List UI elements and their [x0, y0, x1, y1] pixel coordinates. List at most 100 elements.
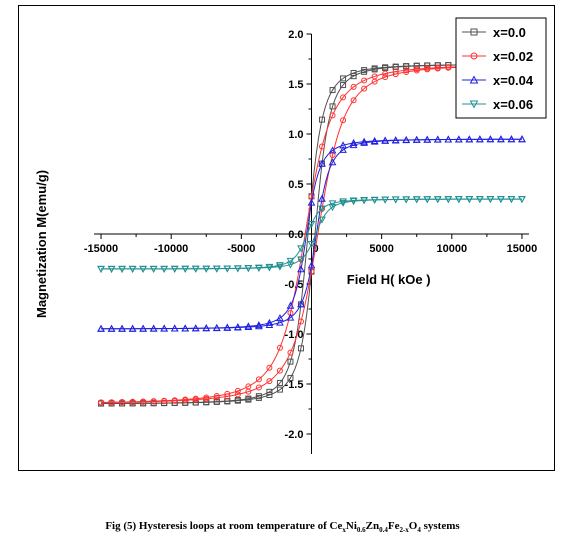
x-tick-label: 10000 [437, 243, 468, 255]
data-point [149, 324, 158, 332]
data-point [381, 136, 390, 144]
data-point [434, 64, 441, 71]
data-point [308, 268, 315, 275]
series-line-up [101, 65, 522, 404]
data-point [182, 396, 189, 403]
data-point [234, 387, 241, 394]
data-point [370, 196, 379, 204]
data-point [307, 198, 316, 206]
axes: 2.0 1.5 1.0 0.5 0.0 -0.5 -1.0 -1.5 -2.0 -15000 -10… [34, 29, 537, 454]
data-point [265, 263, 274, 271]
data-point [350, 83, 357, 90]
data-point [213, 393, 220, 400]
data-point [360, 197, 368, 205]
data-point [128, 324, 137, 332]
data-point [350, 97, 357, 104]
data-point [255, 393, 262, 400]
data-point [212, 265, 221, 273]
series-line-down [101, 64, 522, 403]
data-point [318, 216, 326, 224]
legend-marker [469, 100, 479, 109]
data-point [340, 82, 347, 89]
data-point [328, 158, 337, 166]
data-point [150, 398, 157, 405]
data-point [402, 196, 411, 204]
data-point [129, 398, 136, 405]
data-point [224, 390, 231, 397]
data-point [497, 135, 505, 143]
data-point [297, 256, 305, 264]
legend-marker [469, 75, 479, 84]
data-point [213, 394, 220, 401]
data-point [391, 136, 400, 144]
data-point [139, 265, 147, 273]
data-point [444, 196, 453, 204]
data-point [128, 265, 137, 273]
data-point [233, 265, 242, 273]
data-point [486, 196, 495, 204]
x-axis-title: Field H( kOe ) [347, 272, 431, 287]
data-point [361, 77, 368, 84]
y-tick-label: 1.5 [288, 79, 303, 91]
data-point [265, 318, 274, 326]
data-point [360, 138, 368, 146]
data-point [412, 135, 421, 143]
data-point [255, 384, 262, 391]
data-point [160, 324, 169, 332]
data-point [276, 262, 284, 270]
y-tick-label: -1.5 [285, 379, 304, 391]
data-point [445, 64, 452, 71]
data-point [223, 265, 232, 273]
data-point [444, 135, 453, 143]
data-point [286, 313, 295, 321]
data-point [170, 324, 179, 332]
data-point [276, 367, 283, 374]
data-point [318, 194, 326, 202]
data-point [465, 196, 474, 204]
data-point [329, 112, 336, 119]
y-tick-label: -1.0 [285, 329, 304, 341]
data-point [349, 197, 358, 205]
chart-frame: 2.0 1.5 1.0 0.5 0.0 -0.5 -1.0 -1.5 -2.0 -15000 -10… [18, 5, 555, 471]
data-point [287, 349, 294, 356]
data-point [171, 397, 178, 404]
data-point [340, 94, 347, 101]
data-point [287, 358, 294, 365]
data-point [191, 324, 200, 332]
data-point [454, 196, 463, 204]
data-point [382, 64, 389, 71]
data-point [149, 265, 158, 273]
y-tick-label: 1.0 [288, 129, 303, 141]
data-point [118, 324, 126, 332]
data-point [98, 399, 105, 406]
data-point [139, 324, 147, 332]
data-point [223, 323, 232, 331]
legend-label: x=0.02 [493, 49, 533, 64]
data-point [233, 323, 242, 331]
data-point [381, 196, 390, 204]
y-tick-label: 2.0 [288, 29, 303, 41]
data-point [424, 65, 431, 72]
legend-label: x=0.04 [493, 73, 534, 88]
data-point [203, 394, 210, 401]
data-point [118, 265, 126, 273]
data-point [107, 265, 116, 273]
data-point [307, 241, 316, 249]
data-point [255, 321, 263, 329]
y-tick-label: 0.5 [288, 179, 303, 191]
data-point [319, 143, 326, 150]
data-point [276, 263, 284, 271]
data-point [350, 73, 357, 80]
data-point [245, 383, 252, 390]
data-point [403, 67, 410, 74]
data-point [276, 318, 284, 326]
figure-caption: Fig (5) Hysteresis loops at room tempera… [105, 520, 460, 535]
data-point [318, 159, 326, 167]
data-point [349, 138, 358, 146]
series-4 [97, 196, 526, 273]
data-point [192, 395, 199, 402]
data-point [307, 220, 316, 228]
series-line-down [101, 138, 522, 330]
data-point [255, 322, 263, 330]
data-point [266, 364, 273, 371]
